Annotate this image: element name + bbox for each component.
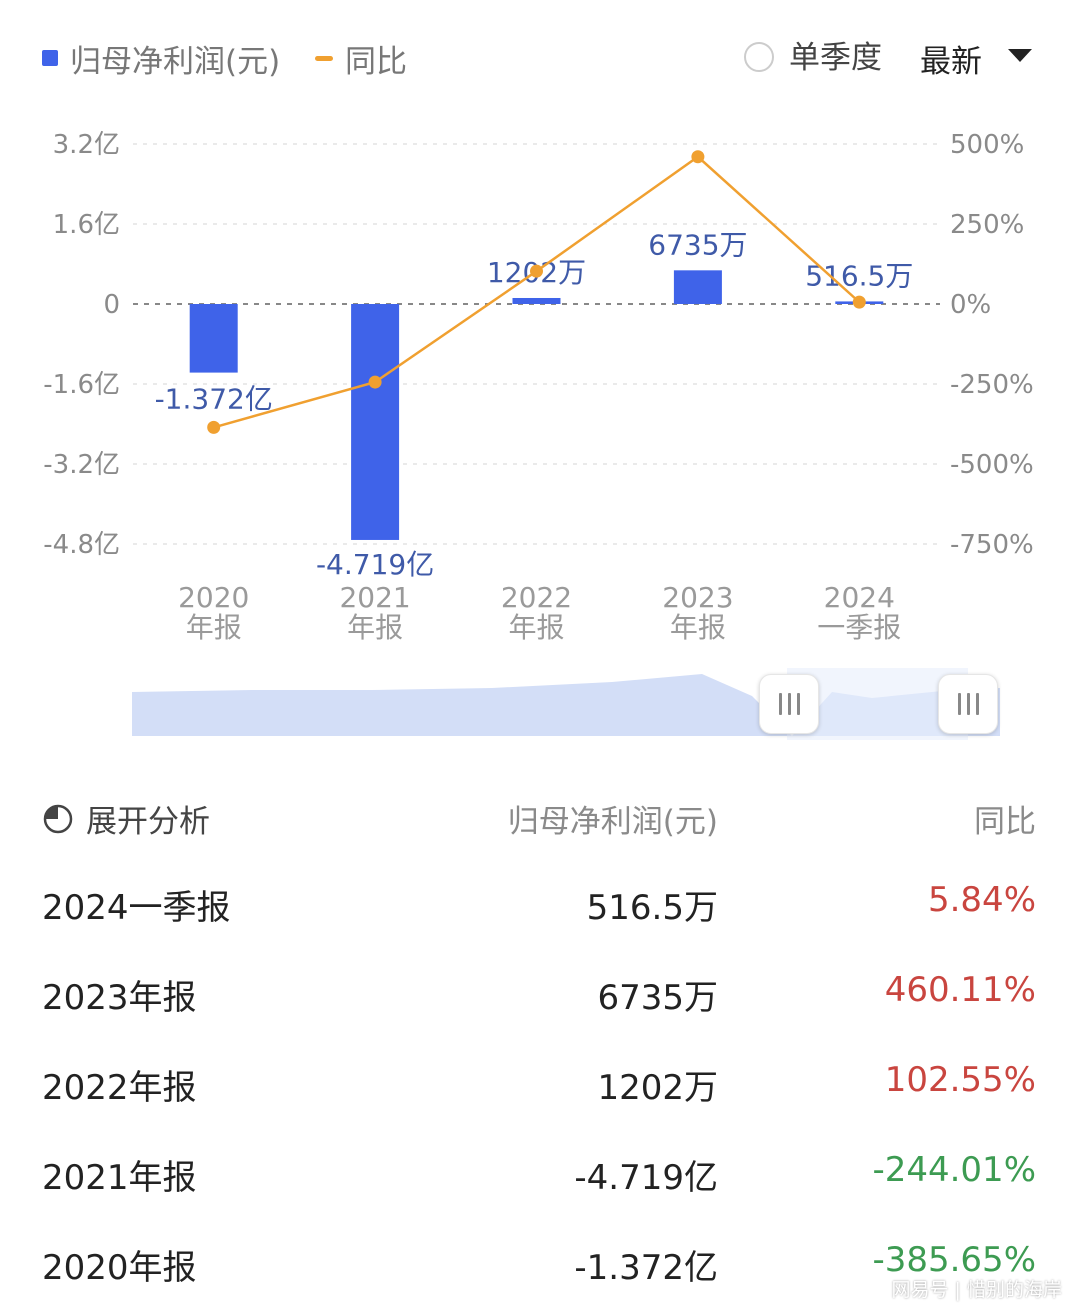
yoy-point bbox=[530, 264, 543, 278]
yoy-point bbox=[852, 295, 866, 309]
row-net-profit: -4.719亿 bbox=[574, 1158, 718, 1198]
bar bbox=[673, 270, 722, 304]
legend-net-profit[interactable]: 归母净利润(元) bbox=[42, 36, 280, 80]
row-yoy: 102.55% bbox=[884, 1060, 1036, 1100]
net-profit-chart: 3.2亿 1.6亿 0 -1.6亿 -3.2亿 -4.8亿 500% 250% 0% -250% -… bbox=[43, 130, 1034, 644]
x-axis-label: 2024 bbox=[824, 581, 895, 614]
x-axis-label: 2021 bbox=[339, 581, 410, 614]
right-axis-tick-label: 500% bbox=[950, 130, 1024, 160]
grip-icon bbox=[966, 693, 970, 715]
slider-overview-area bbox=[132, 674, 1000, 736]
slider-left-handle[interactable] bbox=[759, 674, 819, 734]
x-axis-label: 2022 bbox=[501, 581, 572, 614]
x-axis-label: 2020 bbox=[178, 581, 249, 614]
row-yoy: 5.84% bbox=[927, 880, 1036, 920]
caret-down-icon bbox=[1008, 48, 1032, 62]
bar-value-label: 6735万 bbox=[648, 228, 747, 261]
table-row[interactable]: 2024一季报 516.5万 5.84% bbox=[0, 860, 1080, 950]
row-yoy: 460.11% bbox=[884, 970, 1036, 1010]
x-axis-sublabel: 年报 bbox=[347, 611, 403, 644]
table-row[interactable]: 2021年报 -4.719亿 -244.01% bbox=[0, 1130, 1080, 1220]
grip-icon bbox=[787, 693, 791, 715]
sort-dropdown[interactable]: 最新 bbox=[920, 36, 1032, 80]
line-legend-swatch bbox=[315, 55, 333, 61]
grip-icon bbox=[778, 693, 782, 715]
yoy-line bbox=[213, 155, 861, 429]
table-row[interactable]: 2022年报 1202万 102.55% bbox=[0, 1040, 1080, 1130]
x-axis-sublabel: 年报 bbox=[508, 611, 564, 644]
expand-analysis-label: 展开分析 bbox=[86, 804, 210, 840]
row-net-profit: -1.372亿 bbox=[574, 1248, 718, 1288]
right-axis-tick-label: -500% bbox=[950, 450, 1034, 480]
bar bbox=[189, 304, 238, 373]
right-axis-tick-label: 0% bbox=[950, 290, 991, 320]
row-period: 2021年报 bbox=[42, 1158, 197, 1198]
right-axis-tick-label: 250% bbox=[950, 210, 1024, 240]
row-net-profit: 6735万 bbox=[597, 978, 718, 1018]
table-header: 展开分析 归母净利润(元) 同比 bbox=[0, 786, 1080, 846]
sort-dropdown-label: 最新 bbox=[920, 43, 982, 80]
row-net-profit: 516.5万 bbox=[586, 888, 718, 928]
left-axis-tick-label: -3.2亿 bbox=[43, 450, 120, 480]
left-axis-tick-label: 0 bbox=[103, 290, 120, 320]
bar bbox=[351, 304, 400, 540]
grip-icon bbox=[957, 693, 961, 715]
left-axis-tick-label: 1.6亿 bbox=[53, 210, 120, 240]
row-yoy: -244.01% bbox=[872, 1150, 1036, 1190]
row-yoy: -385.65% bbox=[872, 1240, 1036, 1280]
left-axis-tick-label: -1.6亿 bbox=[43, 370, 120, 400]
x-axis-sublabel: 年报 bbox=[670, 611, 726, 644]
legend-yoy[interactable]: 同比 bbox=[315, 36, 407, 80]
pie-chart-icon bbox=[43, 804, 73, 833]
x-axis-label: 2023 bbox=[662, 581, 733, 614]
x-axis-sublabel: 年报 bbox=[186, 611, 242, 644]
watermark: 网易号 | 惜别的海岸 bbox=[891, 1279, 1062, 1301]
slider-right-handle[interactable] bbox=[938, 674, 998, 734]
bar-value-label: -1.372亿 bbox=[155, 383, 273, 416]
bar bbox=[512, 297, 561, 304]
row-net-profit: 1202万 bbox=[597, 1068, 718, 1108]
legend-net-profit-label: 归母净利润(元) bbox=[70, 43, 281, 80]
yoy-point bbox=[368, 375, 382, 389]
row-period: 2024一季报 bbox=[42, 888, 231, 928]
grip-icon bbox=[975, 693, 979, 715]
range-slider[interactable] bbox=[132, 668, 1000, 740]
row-period: 2023年报 bbox=[42, 978, 197, 1018]
right-axis-tick-label: -750% bbox=[950, 530, 1034, 560]
left-axis-tick-label: 3.2亿 bbox=[53, 130, 120, 160]
right-axis-tick-label: -250% bbox=[950, 370, 1034, 400]
x-axis-sublabel: 一季报 bbox=[817, 611, 901, 644]
slider-overview-graph bbox=[132, 668, 1000, 740]
yoy-point bbox=[691, 150, 705, 164]
row-period: 2022年报 bbox=[42, 1068, 197, 1108]
left-axis-tick-label: -4.8亿 bbox=[43, 530, 120, 560]
column-header-yoy: 同比 bbox=[974, 804, 1036, 840]
yoy-point bbox=[207, 420, 221, 434]
quarter-radio-button[interactable] bbox=[744, 42, 774, 72]
table-row[interactable]: 2020年报 -1.372亿 -385.65% bbox=[0, 1220, 1080, 1310]
grip-icon bbox=[796, 693, 800, 715]
chart-toolbar: 归母净利润(元) 同比 单季度 最新 bbox=[0, 0, 1080, 110]
quarter-radio-label[interactable]: 单季度 bbox=[789, 40, 882, 76]
column-header-net-profit: 归母净利润(元) bbox=[507, 804, 718, 840]
bar-value-label: 516.5万 bbox=[805, 259, 913, 292]
row-period: 2020年报 bbox=[42, 1248, 197, 1288]
legend-yoy-label: 同比 bbox=[345, 43, 407, 80]
bar-legend-swatch bbox=[42, 50, 58, 66]
table-row[interactable]: 2023年报 6735万 460.11% bbox=[0, 950, 1080, 1040]
bar-value-label: -4.719亿 bbox=[316, 548, 434, 581]
expand-analysis-button[interactable]: 展开分析 bbox=[42, 796, 210, 841]
